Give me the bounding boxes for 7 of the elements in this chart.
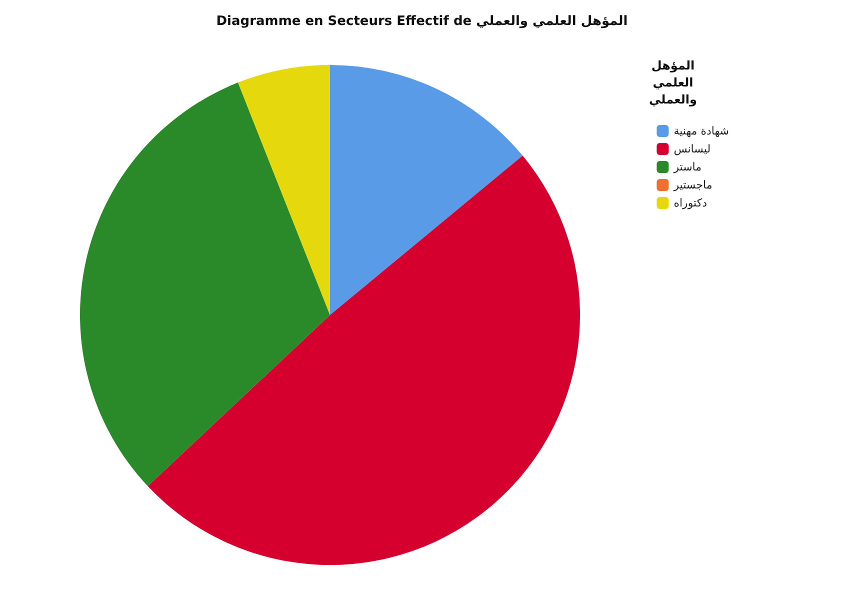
legend-label: ماجستير	[672, 178, 712, 192]
chart-title: Diagramme en Secteurs Effectif de المؤهل العلمي والعملي	[216, 14, 628, 29]
legend-label: دكتوراه	[674, 196, 708, 210]
legend-label: شهادة مهنية	[674, 124, 729, 138]
legend-label: ليسانس	[674, 142, 711, 156]
legend-label: ماستر	[672, 160, 702, 174]
legend-title: المؤهل العلمي والعملي	[649, 58, 697, 106]
